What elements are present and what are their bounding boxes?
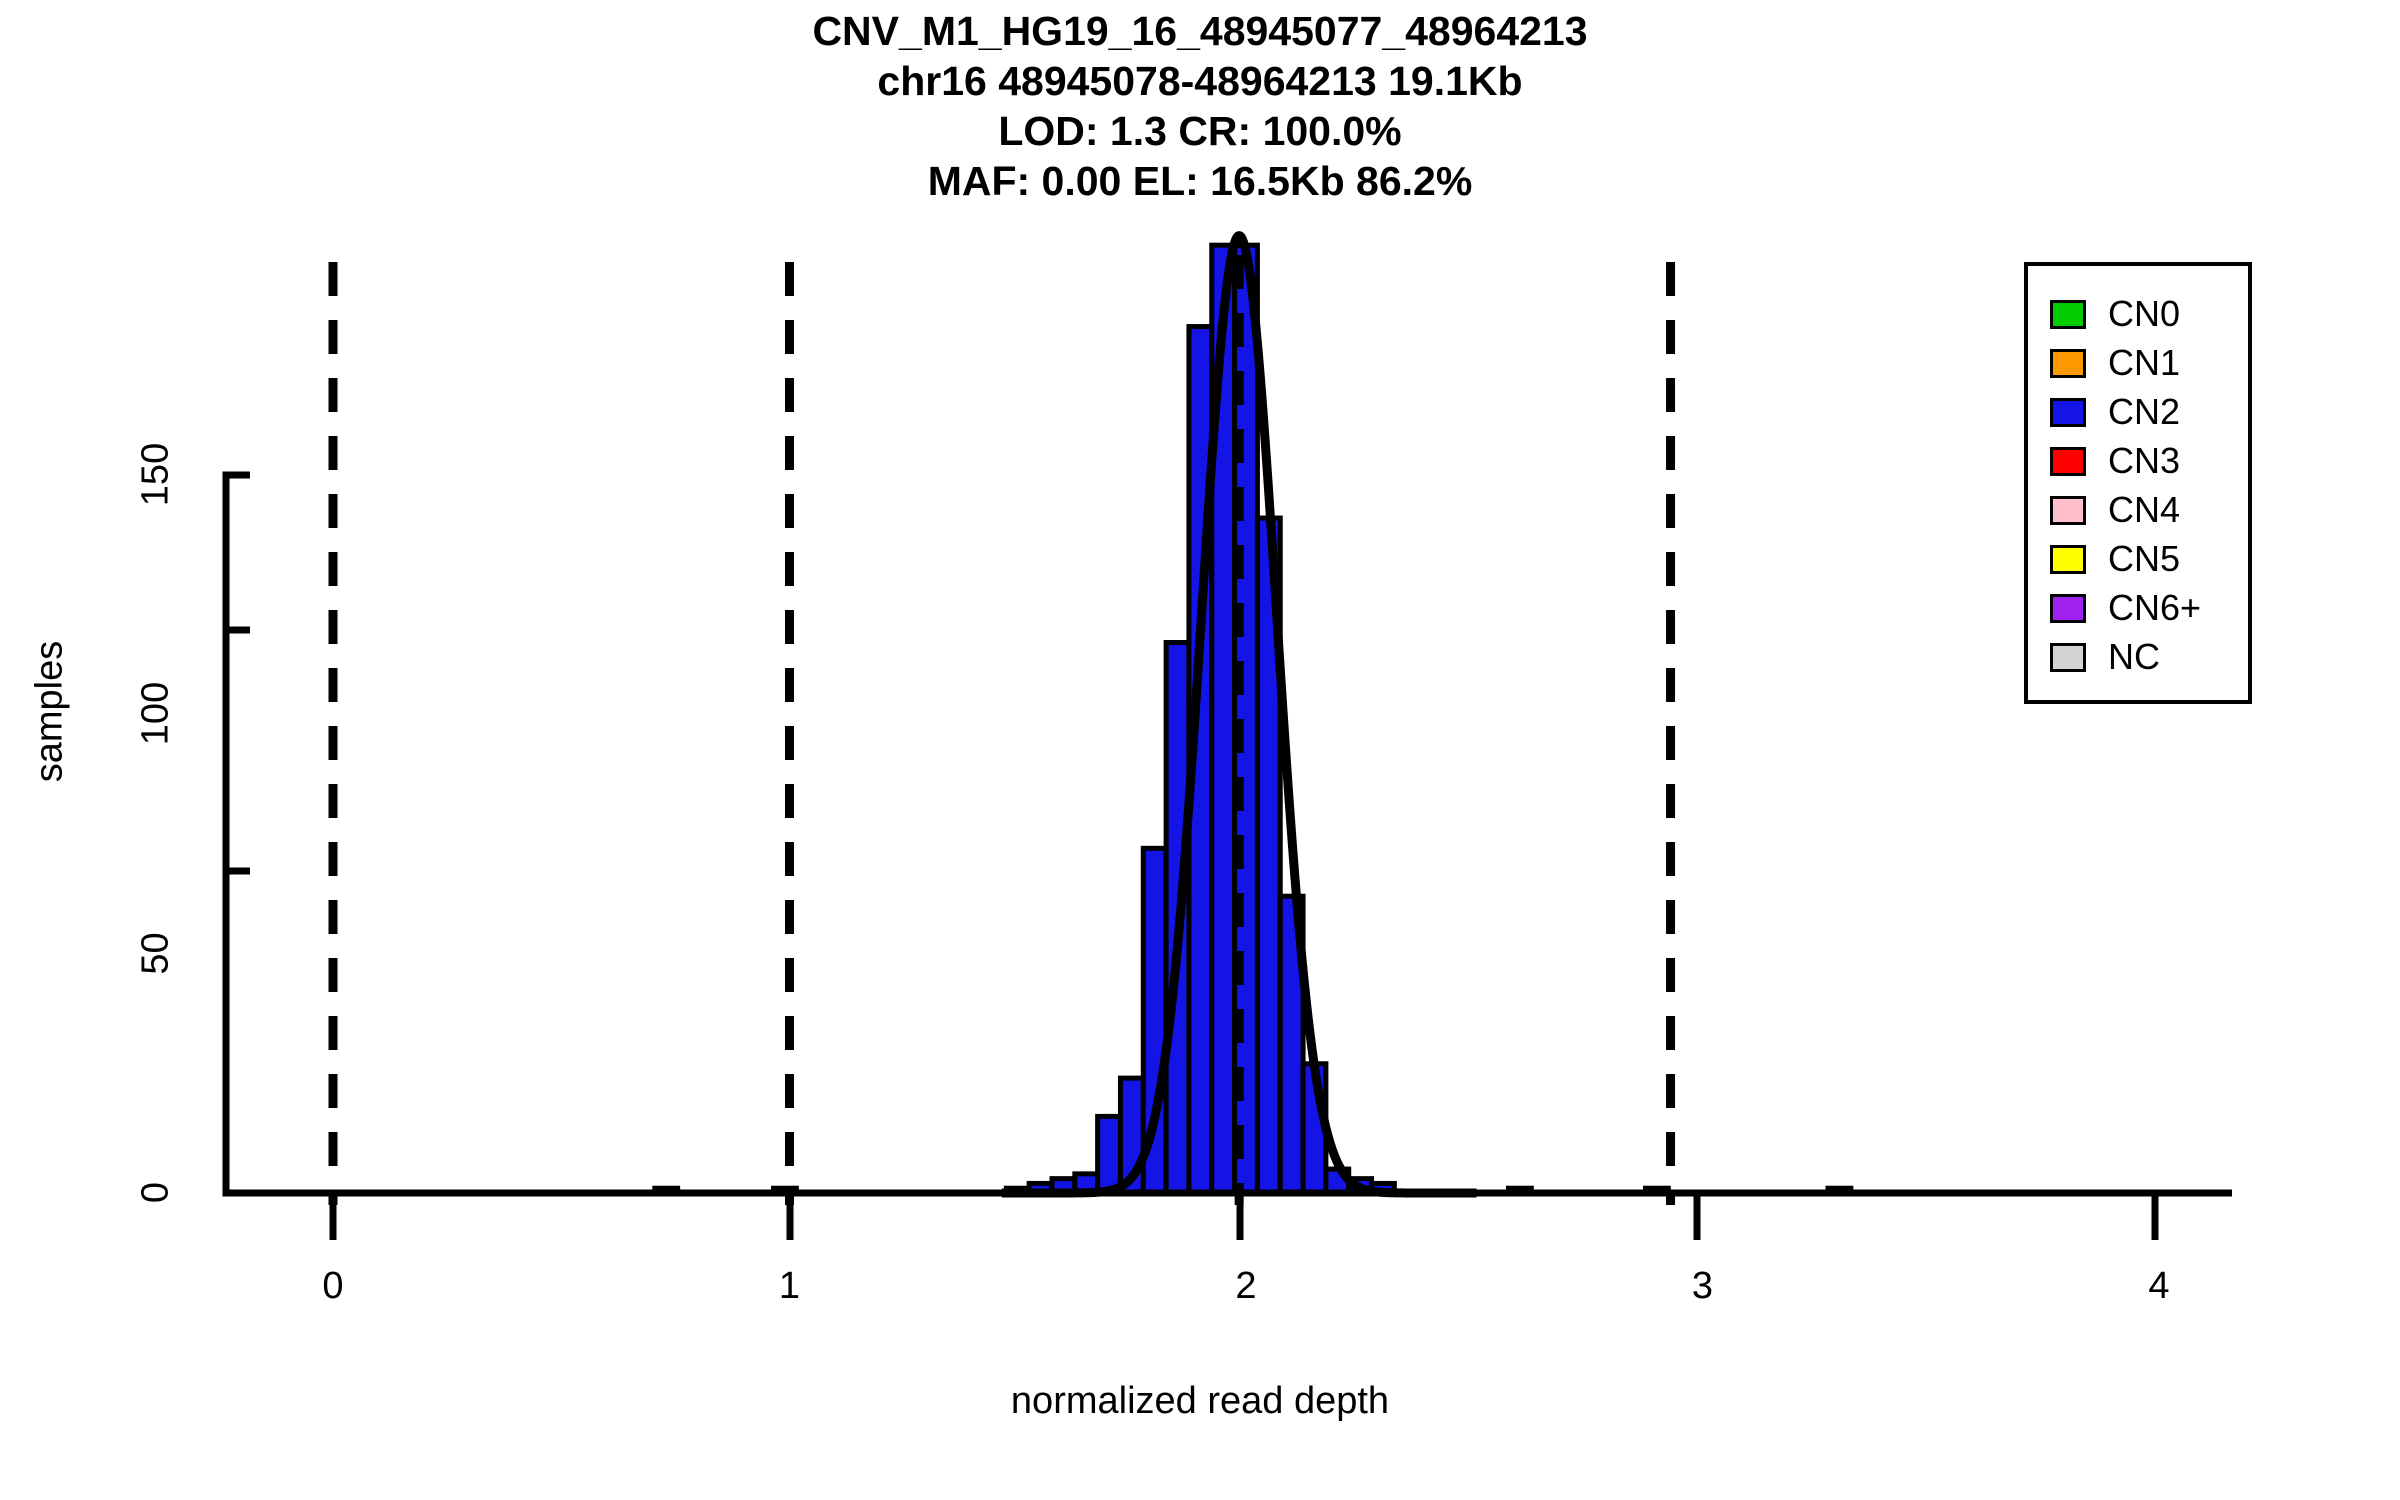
legend-swatch-icon: [2050, 593, 2086, 623]
legend-label: CN4: [2108, 489, 2181, 530]
legend-label: CN0: [2108, 293, 2181, 334]
legend-label: NC: [2108, 636, 2160, 677]
legend-swatch-icon: [2050, 495, 2086, 525]
legend-item-cn1: CN1: [2050, 339, 2180, 387]
legend-swatch-icon: [2050, 544, 2086, 574]
legend: CN0 CN1 CN2 CN3 CN4 CN5 CN6+ NC: [2024, 262, 2252, 704]
y-tick-label: 50: [134, 932, 177, 975]
x-axis-label: normalized read depth: [1010, 1380, 1390, 1422]
y-tick-label: 150: [134, 442, 177, 507]
y-axis-label: samples: [28, 640, 71, 783]
x-tick-label: 0: [322, 1265, 344, 1307]
histogram-bar: [1095, 1113, 1123, 1196]
x-tick-label: 3: [1691, 1265, 1714, 1307]
legend-label: CN6+: [2108, 587, 2202, 628]
title-line-1: CNV_M1_HG19_16_48945077_48964213: [812, 8, 1588, 54]
legend-swatch-icon: [2050, 348, 2086, 378]
legend-item-cn4: CN4: [2050, 486, 2180, 534]
legend-label: CN1: [2108, 342, 2181, 383]
legend-item-cn2: CN2: [2050, 388, 2180, 436]
legend-item-cn6plus: CN6+: [2050, 584, 2201, 632]
y-tick-label: 0: [134, 1181, 177, 1204]
legend-item-cn3: CN3: [2050, 437, 2180, 485]
y-tick-label: 100: [134, 682, 177, 746]
legend-swatch-icon: [2050, 397, 2086, 427]
legend-label: CN2: [2108, 391, 2181, 432]
legend-swatch-icon: [2050, 642, 2086, 672]
threshold-lines: [328, 255, 1676, 1205]
legend-label: CN5: [2108, 538, 2181, 579]
x-tick-label: 1: [778, 1265, 801, 1307]
x-tick-label: 2: [1235, 1265, 1257, 1307]
legend-item-cn5: CN5: [2050, 535, 2180, 583]
title-line-2: chr16 48945078-48964213 19.1Kb: [877, 58, 1523, 104]
plot-title: CNV_M1_HG19_16_48945077_48964213 chr16 4…: [0, 6, 2400, 206]
title-line-4: MAF: 0.00 EL: 16.5Kb 86.2%: [927, 158, 1473, 204]
legend-item-cn0: CN0: [2050, 290, 2180, 338]
x-tick-label: 4: [2148, 1265, 2170, 1307]
histogram-bars: [652, 242, 1854, 1196]
legend-item-nc: NC: [2050, 633, 2160, 681]
title-line-3: LOD: 1.3 CR: 100.0%: [998, 108, 1402, 154]
legend-label: CN3: [2108, 440, 2181, 481]
plot-axes: [222, 471, 2232, 1240]
legend-swatch-icon: [2050, 446, 2086, 476]
legend-swatch-icon: [2050, 299, 2086, 329]
